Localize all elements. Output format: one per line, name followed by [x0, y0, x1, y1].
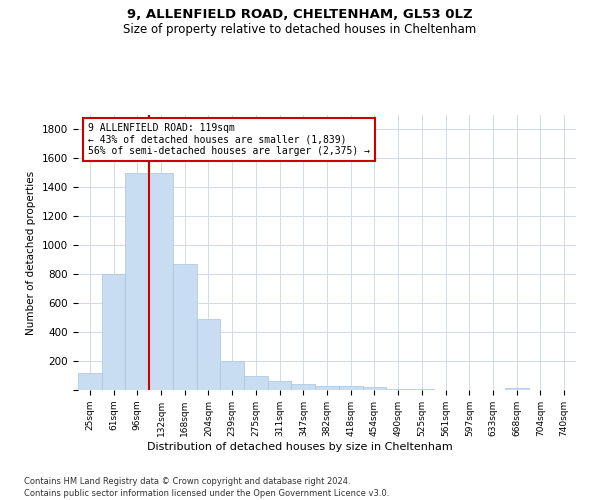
Bar	[125, 173, 149, 390]
Bar	[386, 388, 410, 390]
Bar	[315, 386, 339, 390]
Bar	[505, 388, 529, 390]
Bar	[78, 372, 102, 390]
Bar	[173, 264, 197, 390]
Bar	[149, 173, 173, 390]
Text: Contains HM Land Registry data © Crown copyright and database right 2024.: Contains HM Land Registry data © Crown c…	[24, 478, 350, 486]
Bar	[268, 380, 292, 390]
Bar	[292, 384, 315, 390]
Y-axis label: Number of detached properties: Number of detached properties	[26, 170, 37, 334]
Text: 9 ALLENFIELD ROAD: 119sqm
← 43% of detached houses are smaller (1,839)
56% of se: 9 ALLENFIELD ROAD: 119sqm ← 43% of detac…	[88, 123, 370, 156]
Bar	[197, 319, 220, 390]
Text: 9, ALLENFIELD ROAD, CHELTENHAM, GL53 0LZ: 9, ALLENFIELD ROAD, CHELTENHAM, GL53 0LZ	[127, 8, 473, 20]
Bar	[339, 386, 362, 390]
Text: Distribution of detached houses by size in Cheltenham: Distribution of detached houses by size …	[147, 442, 453, 452]
Bar	[362, 387, 386, 390]
Text: Size of property relative to detached houses in Cheltenham: Size of property relative to detached ho…	[124, 22, 476, 36]
Bar	[220, 361, 244, 390]
Bar	[244, 376, 268, 390]
Text: Contains public sector information licensed under the Open Government Licence v3: Contains public sector information licen…	[24, 489, 389, 498]
Bar	[102, 274, 125, 390]
